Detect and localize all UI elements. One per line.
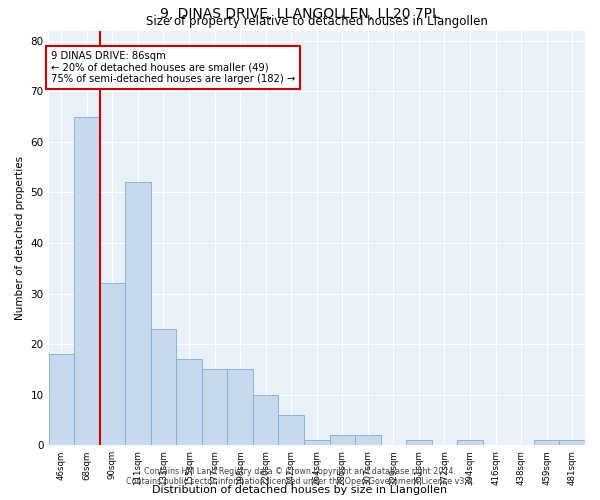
Bar	[457, 440, 483, 446]
Text: Distribution of detached houses by size in Llangollen: Distribution of detached houses by size …	[152, 485, 448, 495]
Bar	[355, 435, 380, 446]
Bar	[406, 440, 432, 446]
Bar	[74, 116, 100, 446]
Text: Contains HM Land Registry data © Crown copyright and database right 2024.: Contains HM Land Registry data © Crown c…	[144, 467, 456, 476]
Bar	[125, 182, 151, 446]
Bar	[227, 370, 253, 446]
Bar	[559, 440, 585, 446]
Title: Size of property relative to detached houses in Llangollen: Size of property relative to detached ho…	[146, 15, 488, 28]
Bar	[151, 329, 176, 446]
Bar	[534, 440, 559, 446]
Bar	[278, 415, 304, 446]
Bar	[202, 370, 227, 446]
Bar	[304, 440, 329, 446]
Bar	[49, 354, 74, 446]
Bar	[253, 394, 278, 446]
Bar	[329, 435, 355, 446]
Text: 9, DINAS DRIVE, LLANGOLLEN, LL20 7PL: 9, DINAS DRIVE, LLANGOLLEN, LL20 7PL	[160, 8, 440, 22]
Bar	[100, 284, 125, 446]
Text: 9 DINAS DRIVE: 86sqm
← 20% of detached houses are smaller (49)
75% of semi-detac: 9 DINAS DRIVE: 86sqm ← 20% of detached h…	[51, 51, 295, 84]
Bar	[176, 360, 202, 446]
Y-axis label: Number of detached properties: Number of detached properties	[15, 156, 25, 320]
Text: Contains public sector information licensed under the Open Government Licence v3: Contains public sector information licen…	[126, 477, 474, 486]
